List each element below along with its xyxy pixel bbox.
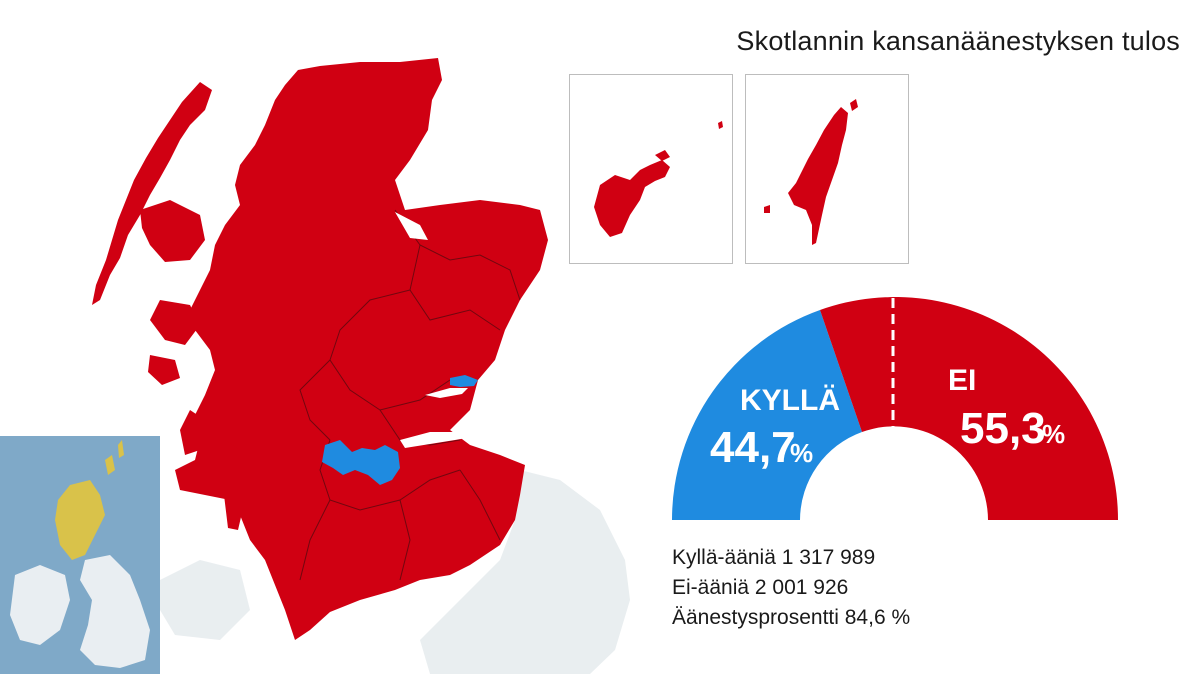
- yes-votes-text: Kyllä-ääniä 1 317 989: [672, 546, 876, 569]
- region-dundee-yes: [450, 375, 478, 387]
- inset-ireland: [10, 565, 70, 645]
- orkney-inset: [569, 74, 733, 264]
- inset-england: [80, 555, 150, 668]
- results-gauge: KYLLÄ 44,7 % EI 55,3 %: [672, 297, 1118, 520]
- england-landmass: [420, 470, 630, 674]
- inner-hebrides: [148, 300, 205, 455]
- yes-unit: %: [790, 438, 813, 468]
- region-glasgow-yes: [322, 440, 400, 485]
- western-isles: [92, 82, 212, 305]
- orkney-map: [594, 121, 723, 237]
- northern-ireland-landmass: [160, 560, 250, 640]
- moray-firth: [395, 212, 428, 240]
- inset-northern-isles: [105, 440, 124, 475]
- yes-value: 44,7: [710, 423, 796, 472]
- arran-kintyre: [224, 440, 282, 540]
- gauge-yes-segment: [672, 310, 862, 520]
- firth-of-forth: [400, 428, 480, 448]
- chart-title: Skotlannin kansanäänestyksen tulos: [736, 26, 1180, 56]
- no-label: EI: [948, 364, 976, 397]
- yes-label: KYLLÄ: [740, 384, 840, 417]
- shetland-map: [764, 99, 858, 245]
- no-value: 55,3: [960, 404, 1046, 453]
- firth-of-tay: [425, 388, 468, 398]
- vote-statistics: Kyllä-ääniä 1 317 989 Ei-ääniä 2 001 926…: [672, 543, 910, 633]
- no-unit: %: [1042, 419, 1065, 449]
- skye-island: [140, 200, 205, 262]
- no-votes-text: Ei-ääniä 2 001 926: [672, 576, 849, 599]
- turnout-text: Äänestysprosentti 84,6 %: [672, 606, 911, 629]
- inset-scotland: [55, 480, 105, 560]
- scotland-mainland: [175, 58, 548, 640]
- locator-inset: [0, 436, 160, 674]
- shetland-inset: [745, 74, 909, 264]
